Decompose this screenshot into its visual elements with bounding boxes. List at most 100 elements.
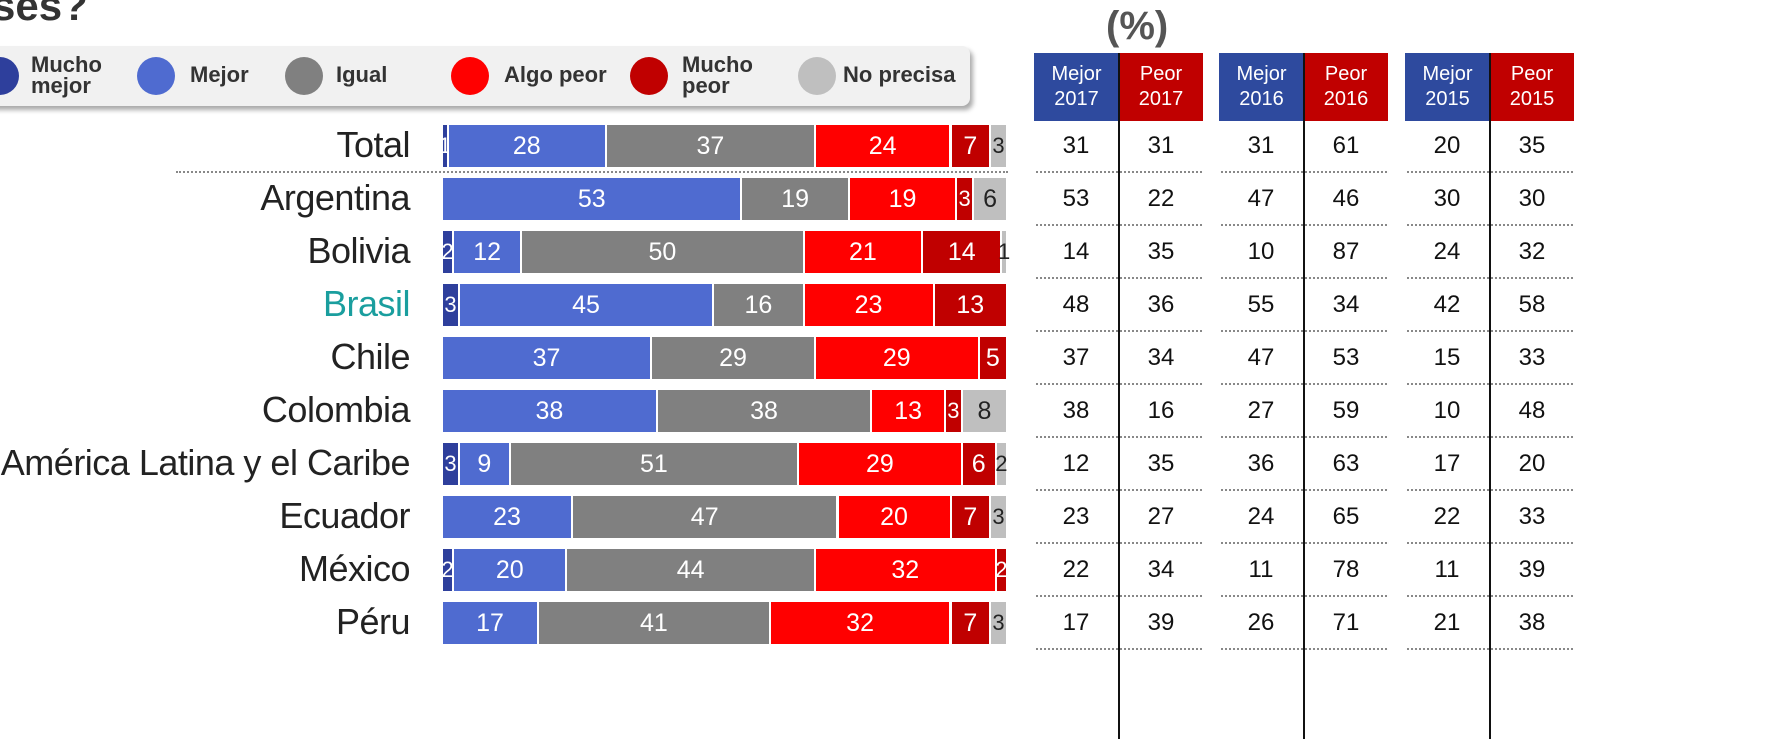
value-label: 5 <box>985 343 1000 372</box>
table-cell: 59 <box>1332 397 1360 424</box>
table-cell: 26 <box>1247 609 1275 636</box>
row-divider <box>1036 489 1202 491</box>
bar-segment: 45 <box>459 284 715 326</box>
value-label: 45 <box>572 290 600 319</box>
bar-segment: 6 <box>962 443 997 485</box>
bar-segment: 47 <box>572 496 839 538</box>
value-label: 1 <box>998 239 1011 264</box>
bar-segment: 3 <box>957 178 975 220</box>
table-cell: 37 <box>1062 344 1090 371</box>
row-divider <box>1407 277 1573 279</box>
value-label: 3 <box>958 186 971 211</box>
bar-segment: 32 <box>770 602 952 644</box>
table-cell: 47 <box>1247 344 1275 371</box>
row-divider <box>1221 436 1387 438</box>
value-label: 21 <box>849 237 877 266</box>
table-cell: 24 <box>1433 238 1461 265</box>
header-label: Peor 2017 <box>1138 63 1184 110</box>
row-divider <box>1221 489 1387 491</box>
value-label: 2 <box>441 557 454 582</box>
row-divider <box>1221 648 1387 650</box>
table-cell: 71 <box>1332 609 1360 636</box>
bar-segment: 17 <box>443 602 540 644</box>
bar-segment: 1 <box>439 125 451 167</box>
bar-segment: 3 <box>443 443 460 485</box>
bar-segment: 23 <box>804 284 935 326</box>
bar-segment: 32 <box>815 549 997 591</box>
bar-segment: 7 <box>951 602 992 644</box>
table-cell: 27 <box>1247 397 1275 424</box>
value-label: 3 <box>992 504 1005 529</box>
table-cell: 34 <box>1147 556 1175 583</box>
bar-segment: 20 <box>454 549 568 591</box>
value-label: 19 <box>888 184 917 213</box>
bar-segment: 44 <box>567 549 816 591</box>
table-cell: 65 <box>1332 503 1360 530</box>
row-divider <box>1221 330 1387 332</box>
row-divider <box>1407 595 1573 597</box>
table-cell: 20 <box>1433 132 1461 159</box>
table-cell: 22 <box>1062 556 1090 583</box>
table-cell: 27 <box>1147 503 1175 530</box>
column-divider <box>1489 53 1491 739</box>
table-cell: 24 <box>1247 503 1275 530</box>
table-cell: 42 <box>1433 291 1461 318</box>
table-cell: 34 <box>1147 344 1175 371</box>
legend-label: No precisa <box>843 62 956 87</box>
table-header: Mejor 2015 <box>1405 53 1490 121</box>
bar-segment: 13 <box>872 390 946 432</box>
value-label: 51 <box>639 449 668 478</box>
table-cell: 17 <box>1062 609 1090 636</box>
value-label: 14 <box>947 237 976 266</box>
table-cell: 55 <box>1247 291 1275 318</box>
table-cell: 47 <box>1247 185 1275 212</box>
category-label: Argentina <box>260 177 410 218</box>
bar-segment: 20 <box>838 496 952 538</box>
table-cell: 38 <box>1518 609 1546 636</box>
bar-segment: 37 <box>443 337 653 379</box>
value-label: 38 <box>750 396 778 425</box>
value-label: 6 <box>971 449 986 478</box>
bar-segment: 12 <box>454 231 523 273</box>
table-cell: 10 <box>1247 238 1275 265</box>
value-label: 38 <box>535 396 564 425</box>
table-cell: 22 <box>1147 185 1175 212</box>
table-cell: 48 <box>1518 397 1546 424</box>
bar-segment: 50 <box>522 231 805 273</box>
table-cell: 36 <box>1247 450 1275 477</box>
table-cell: 63 <box>1332 450 1360 477</box>
bar-segment: 28 <box>448 125 607 167</box>
row-divider <box>1036 171 1202 173</box>
table-cell: 78 <box>1332 556 1360 583</box>
bar-segment: 3 <box>945 390 963 432</box>
value-label: 29 <box>719 343 747 372</box>
bar-segment: 53 <box>443 178 743 220</box>
row-divider <box>1407 224 1573 226</box>
table-cell: 39 <box>1147 609 1175 636</box>
value-label: 37 <box>696 131 725 160</box>
bar-segment: 7 <box>951 496 992 538</box>
bar-segment: 41 <box>539 602 771 644</box>
header-label: Mejor 2016 <box>1236 63 1287 110</box>
table-title: (%) <box>1106 4 1169 48</box>
bar-segment: 8 <box>962 390 1008 432</box>
value-label: 32 <box>891 555 920 584</box>
bar-segment: 7 <box>951 125 992 167</box>
value-label: 2 <box>441 239 454 264</box>
category-label: Total <box>336 124 410 165</box>
bar-segment: 2 <box>441 231 455 273</box>
bar-segment: 3 <box>991 496 1008 538</box>
row-divider <box>1221 542 1387 544</box>
value-label: 7 <box>963 608 978 637</box>
value-label: 3 <box>992 133 1005 158</box>
table-cell: 35 <box>1147 450 1175 477</box>
legend-swatch <box>630 57 668 95</box>
value-label: 3 <box>444 292 457 317</box>
category-label: Chile <box>330 336 410 377</box>
value-label: 16 <box>744 290 773 319</box>
bar-segment: 2 <box>441 549 455 591</box>
table-cell: 31 <box>1147 132 1175 159</box>
row-divider <box>1407 542 1573 544</box>
row-divider <box>1407 648 1573 650</box>
